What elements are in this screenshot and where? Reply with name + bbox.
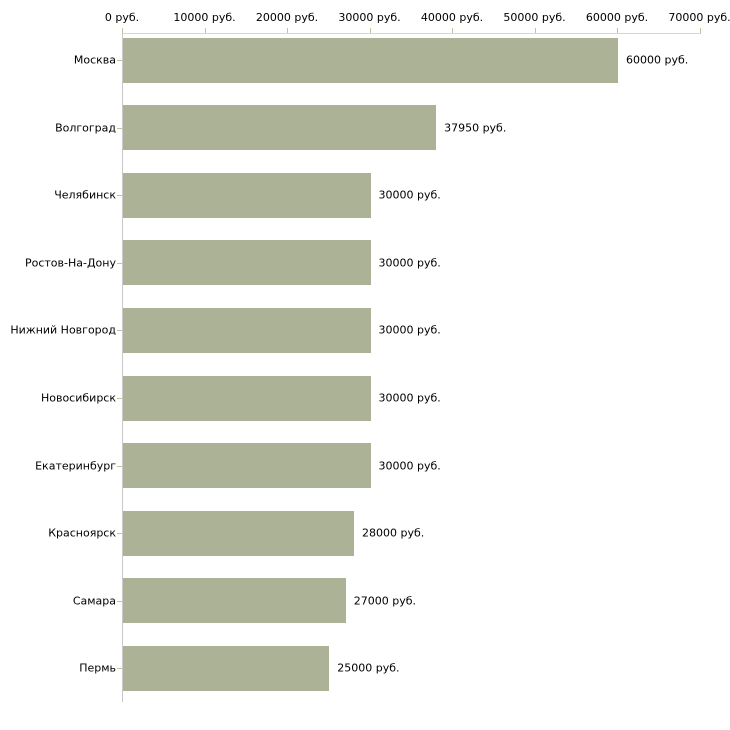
category-label: Челябинск: [54, 188, 116, 202]
x-axis-tick-mark: [369, 28, 371, 33]
bar: [123, 240, 371, 286]
category-tick-mark: [117, 127, 122, 129]
x-axis-tick-mark: [699, 28, 701, 33]
bar: [123, 172, 371, 218]
value-label: 30000 руб.: [378, 459, 441, 473]
category-tick-mark: [117, 195, 122, 197]
bar: [123, 307, 371, 353]
x-axis-line: [122, 33, 701, 34]
bar: [123, 443, 371, 489]
category-label: Екатеринбург: [35, 459, 116, 473]
x-axis-tick-label: 60000 руб.: [585, 11, 649, 24]
bar: [123, 37, 618, 83]
value-label: 30000 руб.: [378, 391, 441, 405]
x-axis-tick-label: 30000 руб.: [338, 11, 401, 24]
category-tick-mark: [117, 533, 122, 535]
value-label: 30000 руб.: [378, 188, 441, 202]
x-axis-tick-mark: [122, 28, 123, 33]
category-tick-mark: [117, 465, 122, 467]
x-axis-tick-label: 40000 руб.: [420, 11, 484, 24]
value-label: 27000 руб.: [353, 594, 417, 608]
bar: [123, 375, 371, 421]
category-label: Ростов-На-Дону: [24, 256, 116, 270]
x-axis-tick-label: 70000 руб.: [668, 11, 730, 24]
category-label: Красноярск: [48, 526, 116, 540]
x-axis-tick-mark: [534, 28, 536, 33]
x-axis-tick-mark: [287, 28, 288, 33]
value-label: 28000 руб.: [362, 526, 425, 540]
x-axis-tick-mark: [204, 28, 206, 33]
x-axis-tick-label: 20000 руб.: [255, 11, 319, 24]
bar: [123, 645, 330, 691]
x-axis-tick-label: 10000 руб.: [173, 11, 236, 24]
category-tick-mark: [117, 668, 122, 670]
category-label: Пермь: [79, 661, 116, 675]
category-label: Нижний Новгород: [10, 323, 116, 337]
value-label: 60000 руб.: [626, 53, 689, 67]
x-axis-tick-label: 50000 руб.: [503, 11, 566, 24]
category-tick-mark: [117, 60, 122, 61]
value-label: 30000 руб.: [378, 323, 441, 337]
x-axis-tick-mark: [617, 28, 618, 33]
category-tick-mark: [117, 262, 122, 264]
y-axis-line: [122, 33, 123, 702]
category-label: Новосибирск: [40, 391, 116, 405]
bar: [123, 578, 346, 624]
value-label: 37950 руб.: [444, 121, 507, 135]
category-label: Москва: [73, 53, 116, 67]
x-axis-tick-label: 0 руб.: [104, 11, 140, 24]
category-tick-mark: [117, 330, 122, 332]
bar: [123, 510, 354, 556]
category-label: Волгоград: [55, 121, 116, 135]
category-label: Самара: [72, 594, 116, 608]
x-axis-tick-mark: [452, 28, 453, 33]
bar: [123, 105, 437, 151]
value-label: 30000 руб.: [378, 256, 441, 270]
category-tick-mark: [117, 600, 122, 602]
category-tick-mark: [117, 398, 122, 399]
value-label: 25000 руб.: [337, 661, 400, 675]
